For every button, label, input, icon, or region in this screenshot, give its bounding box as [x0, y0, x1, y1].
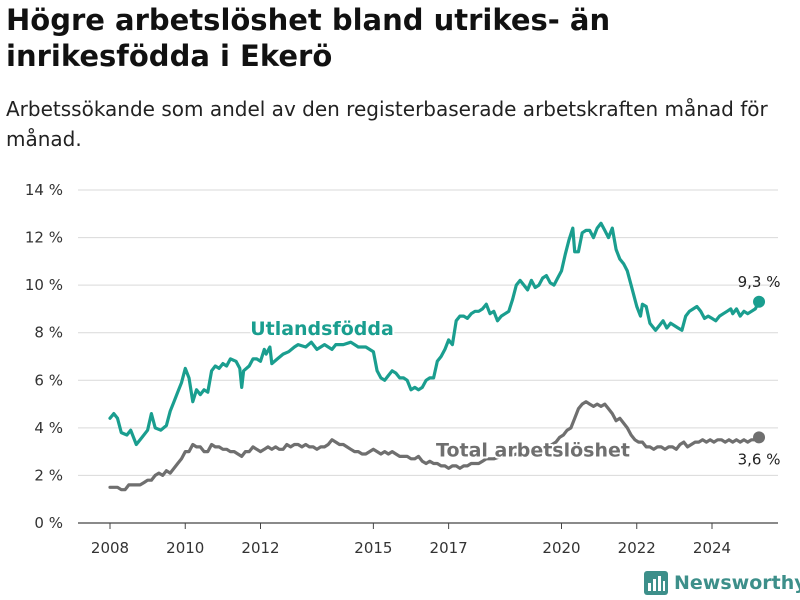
x-tick-label: 2008 — [91, 539, 129, 557]
end-value-total: 3,6 % — [738, 450, 781, 468]
series-group — [108, 221, 766, 492]
chart-title: Högre arbetslöshet bland utrikes- än inr… — [6, 3, 611, 73]
y-tick-label: 10 % — [25, 276, 63, 294]
x-tick-label: 2022 — [618, 539, 656, 557]
x-tick-label: 2024 — [693, 539, 731, 557]
y-tick-label: 4 % — [34, 419, 63, 437]
y-tick-label: 2 % — [34, 466, 63, 484]
x-tick-label: 2015 — [354, 539, 392, 557]
y-axis: 0 % 2 % 4 % 6 % 8 % 10 % 12 % 14 % — [25, 181, 63, 532]
series-label-total: Total arbetslöshet — [436, 439, 630, 461]
series-line-utlandsfodda — [108, 221, 761, 447]
bar-chart-logo-icon — [644, 571, 668, 595]
brand-logo: Newsworthy — [644, 568, 800, 598]
series-label-utlandsfodda: Utlandsfödda — [250, 318, 394, 340]
y-tick-label: 12 % — [25, 229, 63, 247]
series-end-marker — [753, 431, 766, 444]
y-tick-label: 14 % — [25, 181, 63, 199]
x-tick-label: 2012 — [241, 539, 279, 557]
series-labels: Utlandsfödda Total arbetslöshet 9,3 % 3,6 % — [248, 273, 781, 469]
y-tick-label: 6 % — [34, 371, 63, 389]
chart-subtitle: Arbetssökande som andel av den registerb… — [6, 97, 768, 151]
brand-name: Newsworthy — [674, 572, 800, 594]
series-end-marker — [753, 295, 766, 308]
x-tick-label: 2017 — [430, 539, 468, 557]
y-tick-label: 0 % — [34, 514, 63, 532]
grid-lines — [78, 189, 778, 524]
series-line-total — [108, 400, 761, 492]
x-tick-label: 2020 — [542, 539, 580, 557]
x-axis: 2008 2010 2012 2015 2017 2020 2022 2024 — [91, 523, 731, 557]
end-value-utlandsfodda: 9,3 % — [738, 273, 781, 291]
x-tick-label: 2010 — [166, 539, 204, 557]
y-tick-label: 8 % — [34, 324, 63, 342]
